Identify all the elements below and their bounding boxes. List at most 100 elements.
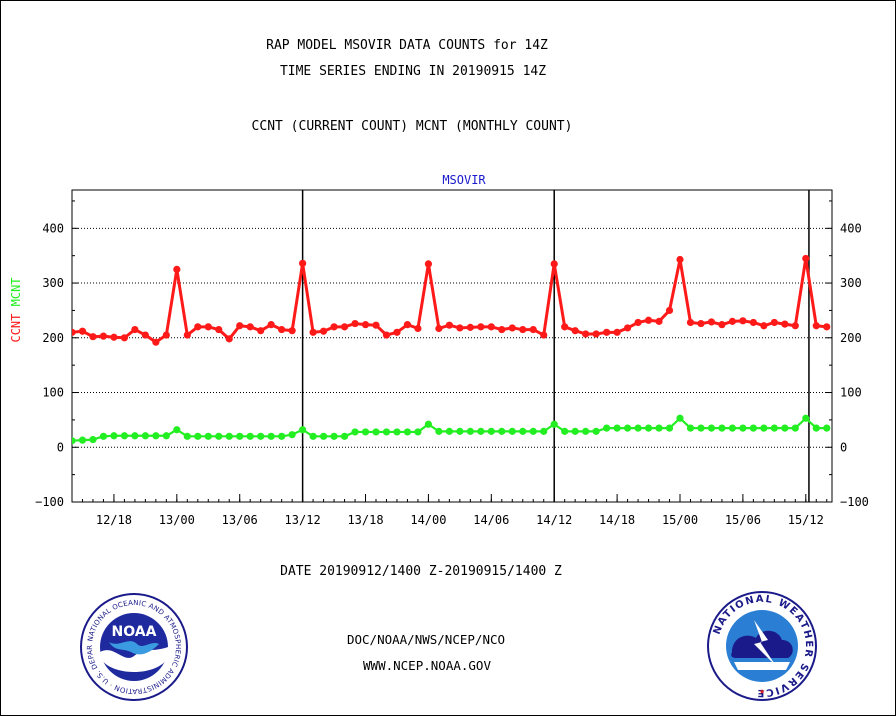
data-point-ccnt bbox=[225, 335, 233, 343]
data-point-ccnt bbox=[340, 323, 349, 331]
data-point-ccnt bbox=[791, 322, 799, 330]
data-point-ccnt bbox=[561, 323, 569, 331]
data-point-ccnt bbox=[812, 322, 820, 330]
data-point-mcnt bbox=[110, 432, 118, 440]
y-tick-label-right: 300 bbox=[840, 276, 862, 290]
data-point-ccnt bbox=[445, 321, 453, 329]
data-point-mcnt bbox=[445, 427, 453, 435]
noaa-logo: NATIONAL OCEANIC AND ATMOSPHERIC ADMINIS… bbox=[79, 592, 188, 701]
data-point-ccnt bbox=[372, 321, 380, 329]
data-point-ccnt bbox=[519, 325, 527, 334]
x-tick-label: 14/12 bbox=[536, 513, 572, 527]
data-point-mcnt bbox=[120, 432, 129, 440]
data-point-ccnt bbox=[72, 328, 76, 336]
data-point-ccnt bbox=[676, 255, 684, 264]
y-axis-label-ccnt: CCNT bbox=[9, 314, 23, 343]
nws-logo: NATIONAL WEATHER SERVICE ★ bbox=[707, 591, 817, 701]
data-point-ccnt bbox=[623, 324, 632, 332]
data-point-ccnt bbox=[278, 325, 286, 334]
data-point-mcnt bbox=[770, 424, 778, 432]
data-point-ccnt bbox=[718, 321, 726, 329]
data-point-ccnt bbox=[215, 325, 223, 334]
data-point-ccnt bbox=[498, 325, 506, 334]
data-point-mcnt bbox=[183, 432, 191, 440]
data-point-mcnt bbox=[644, 424, 653, 432]
data-point-mcnt bbox=[529, 427, 537, 435]
data-point-ccnt bbox=[540, 331, 548, 339]
data-point-ccnt bbox=[424, 260, 433, 268]
data-point-ccnt bbox=[131, 325, 139, 334]
series-ccnt bbox=[72, 254, 831, 346]
data-point-mcnt bbox=[173, 426, 181, 434]
x-tick-label: 13/18 bbox=[347, 513, 383, 527]
y-tick-label-left: 300 bbox=[42, 276, 64, 290]
y-tick-label-left: 0 bbox=[57, 440, 64, 454]
x-tick-label: 13/00 bbox=[159, 513, 195, 527]
data-point-mcnt bbox=[351, 428, 359, 436]
website-link[interactable]: WWW.NCEP.NOAA.GOV bbox=[363, 658, 491, 673]
data-point-ccnt bbox=[78, 327, 87, 335]
data-point-ccnt bbox=[749, 318, 757, 327]
data-point-mcnt bbox=[665, 424, 674, 432]
data-point-mcnt bbox=[393, 428, 401, 436]
data-point-mcnt bbox=[319, 432, 328, 440]
data-point-mcnt bbox=[372, 428, 380, 436]
data-point-mcnt bbox=[697, 424, 705, 432]
data-point-mcnt bbox=[623, 424, 632, 432]
data-point-mcnt bbox=[802, 414, 810, 422]
data-point-mcnt bbox=[823, 424, 831, 432]
data-point-mcnt bbox=[508, 427, 516, 435]
data-point-ccnt bbox=[592, 330, 600, 338]
series-mcnt bbox=[72, 414, 831, 445]
data-point-mcnt bbox=[131, 432, 139, 440]
data-point-mcnt bbox=[519, 427, 527, 435]
data-point-ccnt bbox=[529, 325, 537, 334]
y-tick-label-left: 200 bbox=[42, 331, 64, 345]
data-point-mcnt bbox=[749, 424, 757, 432]
x-tick-label: 14/18 bbox=[599, 513, 635, 527]
data-point-mcnt bbox=[435, 427, 443, 435]
data-point-mcnt bbox=[99, 432, 108, 440]
data-point-mcnt bbox=[561, 427, 569, 435]
data-point-mcnt bbox=[718, 424, 726, 432]
chart-title-line2: TIME SERIES ENDING IN 20190915 14Z bbox=[279, 64, 547, 79]
chart-series-title: MSOVIR bbox=[442, 173, 486, 187]
data-point-mcnt bbox=[215, 432, 223, 440]
data-point-ccnt bbox=[110, 333, 118, 341]
data-point-mcnt bbox=[791, 424, 799, 432]
data-point-mcnt bbox=[72, 437, 76, 445]
data-point-mcnt bbox=[739, 424, 747, 432]
data-point-ccnt bbox=[99, 332, 108, 340]
data-point-ccnt bbox=[393, 328, 401, 336]
data-point-ccnt bbox=[823, 323, 831, 331]
plot-frame bbox=[71, 189, 833, 503]
data-point-ccnt bbox=[613, 328, 621, 336]
data-point-ccnt bbox=[267, 321, 275, 329]
chart-title-line1: RAP MODEL MSOVIR DATA COUNTS for 14Z bbox=[266, 38, 548, 53]
data-point-mcnt bbox=[498, 427, 506, 435]
y-tick-label-left: 400 bbox=[42, 221, 64, 235]
data-point-mcnt bbox=[424, 420, 433, 428]
x-tick-label: 13/12 bbox=[285, 513, 321, 527]
data-point-ccnt bbox=[319, 327, 328, 335]
data-point-mcnt bbox=[309, 432, 317, 440]
data-point-mcnt bbox=[466, 427, 474, 435]
x-tick-label: 15/06 bbox=[725, 513, 761, 527]
x-tick-label: 15/12 bbox=[788, 513, 824, 527]
x-tick-label: 15/00 bbox=[662, 513, 698, 527]
data-point-ccnt bbox=[236, 322, 244, 330]
data-point-ccnt bbox=[707, 318, 716, 326]
y-axis-label: CCNT MCNT bbox=[9, 277, 23, 342]
y-tick-label-right: 200 bbox=[840, 331, 862, 345]
data-point-ccnt bbox=[582, 330, 590, 338]
y-tick-label-right: 400 bbox=[840, 221, 862, 235]
data-point-ccnt bbox=[634, 318, 642, 327]
data-point-mcnt bbox=[456, 427, 464, 435]
data-point-ccnt bbox=[89, 333, 97, 341]
data-point-mcnt bbox=[299, 426, 307, 434]
data-point-mcnt bbox=[707, 424, 716, 432]
data-point-mcnt bbox=[152, 432, 160, 440]
y-tick-label-right: −100 bbox=[840, 495, 869, 509]
data-point-ccnt bbox=[760, 322, 768, 330]
y-tick-label-right: 0 bbox=[840, 440, 847, 454]
